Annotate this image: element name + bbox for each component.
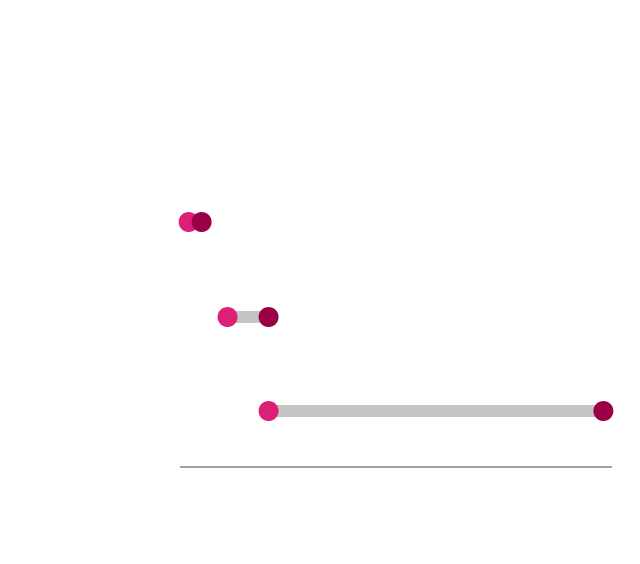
dumbbell-row-3 (258, 401, 614, 421)
end-point (258, 307, 279, 327)
end-point (593, 401, 614, 421)
dumbbell-row-1 (178, 212, 212, 232)
chart-rows (178, 212, 614, 421)
dumbbell-row-2 (217, 307, 279, 327)
start-point (258, 401, 279, 421)
end-point (191, 212, 212, 232)
start-point (217, 307, 238, 327)
